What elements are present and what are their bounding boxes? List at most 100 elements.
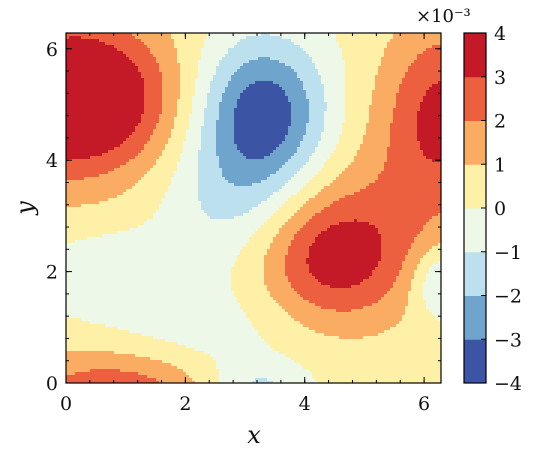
contour-cell	[306, 75, 310, 79]
contour-cell	[309, 48, 313, 52]
contour-cell	[396, 57, 400, 61]
contour-cell	[417, 129, 421, 133]
contour-cell	[252, 69, 256, 73]
contour-cell	[87, 111, 91, 115]
contour-cell	[426, 105, 430, 109]
contour-cell	[309, 69, 313, 73]
contour-cell	[381, 105, 385, 109]
contour-cell	[357, 123, 361, 127]
contour-cell	[75, 60, 79, 64]
contour-cell	[240, 48, 244, 52]
contour-cell	[180, 99, 184, 103]
contour-cell	[231, 45, 235, 49]
contour-cell	[255, 99, 259, 103]
contour-cell	[282, 60, 286, 64]
contour-cell	[177, 147, 181, 151]
contour-cell	[324, 93, 328, 97]
contour-cell	[201, 129, 205, 133]
contour-cell	[225, 75, 229, 79]
contour-cell	[237, 93, 241, 97]
contour-cell	[87, 129, 91, 133]
contour-cell	[282, 108, 286, 112]
contour-cell	[207, 60, 211, 64]
contour-cell	[372, 111, 376, 115]
contour-cell	[423, 123, 427, 127]
contour-cell	[138, 105, 142, 109]
contour-cell	[162, 138, 166, 142]
contour-cell	[261, 84, 265, 88]
contour-cell	[345, 45, 349, 49]
contour-cell	[246, 102, 250, 106]
contour-cell	[213, 36, 217, 40]
contour-cell	[96, 57, 100, 61]
contour-cell	[198, 141, 202, 145]
contour-cell	[198, 78, 202, 82]
contour-cell	[201, 111, 205, 115]
contour-cell	[93, 123, 97, 127]
contour-cell	[144, 90, 148, 94]
contour-cell	[123, 51, 127, 55]
contour-cell	[180, 36, 184, 40]
contour-cell	[312, 72, 316, 76]
contour-cell	[264, 108, 268, 112]
contour-cell	[186, 150, 190, 154]
contour-cell	[429, 117, 433, 121]
contour-cell	[393, 36, 397, 40]
contour-cell	[252, 72, 256, 76]
contour-cell	[255, 117, 259, 121]
contour-cell	[93, 120, 97, 124]
contour-cell	[240, 126, 244, 130]
contour-cell	[327, 114, 331, 118]
contour-cell	[144, 69, 148, 73]
contour-cell	[273, 48, 277, 52]
contour-cell	[303, 39, 307, 43]
contour-cell	[348, 78, 352, 82]
contour-cell	[177, 54, 181, 58]
contour-cell	[195, 93, 199, 97]
contour-cell	[243, 96, 247, 100]
contour-cell	[234, 57, 238, 61]
contour-cell	[96, 33, 100, 37]
contour-cell	[258, 93, 262, 97]
contour-cell	[111, 87, 115, 91]
contour-cell	[150, 87, 154, 91]
contour-cell	[243, 120, 247, 124]
contour-cell	[177, 132, 181, 136]
contour-cell	[207, 45, 211, 49]
contour-cell	[405, 87, 409, 91]
contour-cell	[285, 135, 289, 139]
contour-cell	[402, 117, 406, 121]
contour-cell	[201, 108, 205, 112]
contour-cell	[333, 69, 337, 73]
contour-cell	[315, 72, 319, 76]
contour-cell	[339, 144, 343, 148]
contour-cell	[249, 99, 253, 103]
contour-cell	[222, 78, 226, 82]
contour-cell	[378, 57, 382, 61]
contour-cell	[435, 108, 439, 112]
contour-cell	[408, 117, 412, 121]
contour-cell	[114, 72, 118, 76]
contour-cell	[333, 117, 337, 121]
contour-cell	[375, 39, 379, 43]
contour-cell	[243, 84, 247, 88]
contour-cell	[306, 39, 310, 43]
contour-cell	[282, 84, 286, 88]
contour-cell	[141, 105, 145, 109]
contour-cell	[147, 120, 151, 124]
contour-cell	[273, 102, 277, 106]
contour-cell	[132, 57, 136, 61]
contour-cell	[120, 90, 124, 94]
contour-cell	[108, 54, 112, 58]
contour-cell	[369, 102, 373, 106]
contour-cell	[252, 150, 256, 154]
contour-cell	[234, 93, 238, 97]
contour-cell	[384, 33, 388, 37]
contour-cell	[402, 75, 406, 79]
contour-cell	[303, 105, 307, 109]
contour-cell	[132, 33, 136, 37]
contour-cell	[171, 36, 175, 40]
contour-cell	[342, 63, 346, 67]
contour-cell	[99, 96, 103, 100]
contour-cell	[225, 135, 229, 139]
